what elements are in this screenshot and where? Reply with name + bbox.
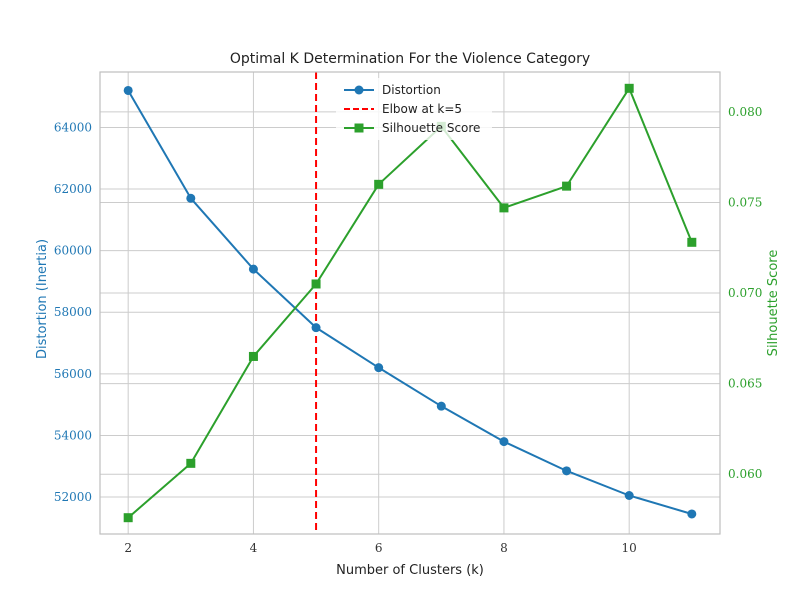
distortion-point — [123, 85, 133, 95]
silhouette-point — [562, 181, 572, 191]
y-left-tick-label: 60000 — [54, 244, 92, 258]
legend-item-distortion: Distortion — [344, 83, 441, 97]
legend: Distortion Elbow at k=5 Silhouette Score — [336, 78, 492, 140]
x-axis-label: Number of Clusters (k) — [336, 563, 484, 578]
y-left-tick-label: 56000 — [54, 367, 92, 381]
legend-item-silhouette: Silhouette Score — [344, 121, 480, 135]
y-right-tick-label: 0.060 — [728, 467, 762, 481]
silhouette-point — [311, 279, 321, 289]
silhouette-line — [127, 87, 693, 519]
distortion-point — [562, 466, 572, 476]
distortion-point — [687, 509, 697, 519]
legend-label-distortion: Distortion — [382, 83, 441, 97]
y-right-tick-label: 0.075 — [728, 195, 762, 209]
distortion-point — [624, 491, 634, 500]
y-left-tick-label: 62000 — [54, 182, 92, 196]
distortion-point — [374, 363, 384, 373]
series-layer — [123, 83, 697, 523]
distortion-point — [499, 437, 509, 447]
distortion-line — [127, 89, 693, 515]
silhouette-point — [248, 351, 258, 361]
distortion-point — [186, 193, 196, 203]
silhouette-point — [374, 179, 384, 189]
legend-label-elbow: Elbow at k=5 — [382, 102, 462, 116]
y-axis-left-label: Distortion (Inertia) — [35, 239, 50, 359]
distortion-point — [248, 264, 258, 274]
silhouette-point — [499, 203, 509, 213]
legend-item-elbow: Elbow at k=5 — [344, 102, 462, 116]
silhouette-point — [186, 458, 196, 468]
y-axis-right-label: Silhouette Score — [766, 250, 781, 357]
chart-title: Optimal K Determination For the Violence… — [230, 51, 590, 67]
tick-labels: 2 4 6 8 10 52000 54000 56000 58000 60000 62000 6400… — [54, 105, 763, 555]
x-tick-label: 8 — [500, 541, 508, 555]
legend-marker-silhouette — [354, 123, 364, 133]
distortion-point — [436, 401, 446, 411]
x-tick-label: 4 — [250, 541, 258, 555]
y-right-tick-label: 0.070 — [728, 286, 762, 300]
x-tick-label: 2 — [124, 541, 132, 555]
y-right-tick-label: 0.080 — [728, 105, 762, 119]
legend-label-silhouette: Silhouette Score — [382, 121, 480, 135]
silhouette-point — [123, 513, 133, 523]
silhouette-point — [687, 237, 697, 247]
plot-frame — [99, 71, 721, 535]
y-left-tick-label: 64000 — [54, 120, 92, 134]
x-tick-label: 10 — [622, 541, 637, 555]
y-left-tick-label: 58000 — [54, 305, 92, 319]
silhouette-point — [624, 83, 634, 93]
legend-marker-distortion — [354, 85, 364, 95]
y-right-tick-label: 0.065 — [728, 377, 762, 391]
distortion-point — [311, 323, 321, 333]
y-left-tick-label: 54000 — [54, 428, 92, 442]
y-left-tick-label: 52000 — [54, 490, 92, 504]
x-tick-label: 6 — [375, 541, 383, 555]
